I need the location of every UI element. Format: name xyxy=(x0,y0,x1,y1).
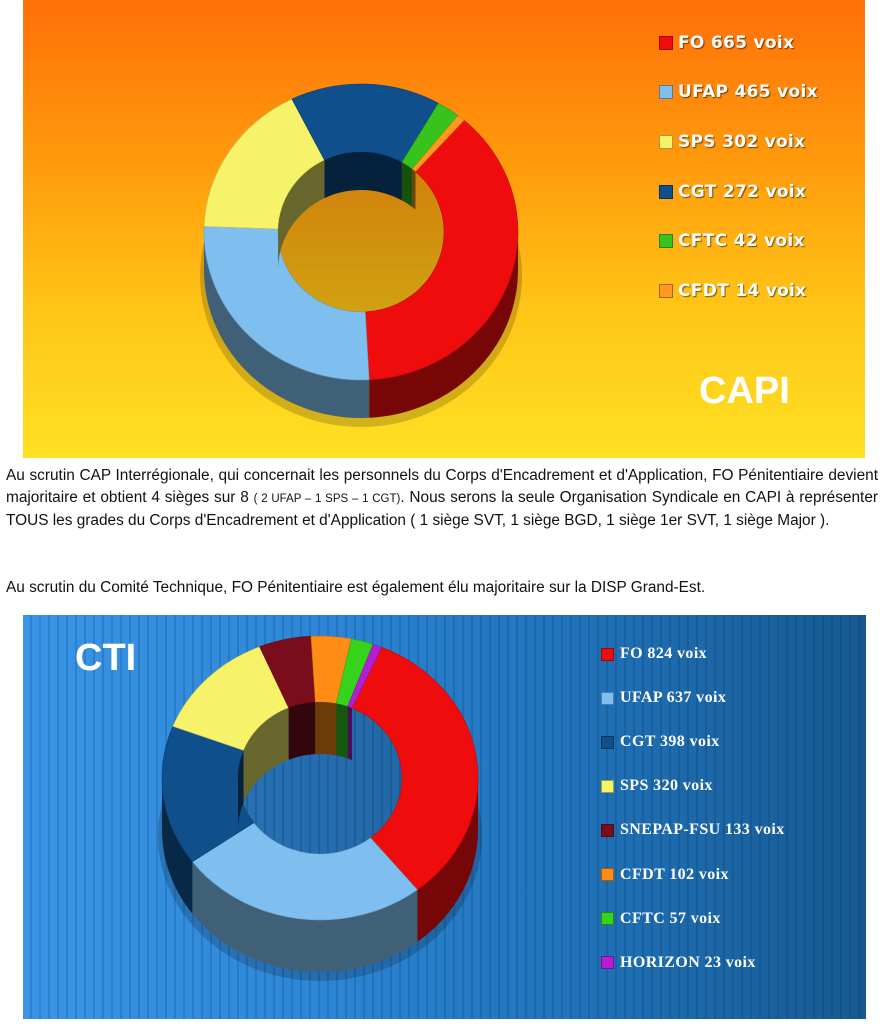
cti-legend-label: CGT 398 voix xyxy=(620,733,720,751)
capi-legend-swatch xyxy=(659,134,673,149)
cti-legend-item: CGT 398 voix xyxy=(601,720,785,764)
capi-legend: FO 665 voix UFAP 465 voix SPS 302 voix CGT … xyxy=(659,18,818,316)
capi-legend-item: CGT 272 voix xyxy=(659,167,818,217)
capi-legend-label: CFDT 14 voix xyxy=(678,280,807,301)
paragraph-1-text-start: Au scrutin CAP Interrégionale, qui conce… xyxy=(6,467,878,506)
cti-legend-label: CFTC 57 voix xyxy=(620,909,721,927)
capi-chart-title: CAPI xyxy=(699,370,790,412)
cti-inner-cfdt xyxy=(315,702,337,756)
cti-legend-item: SNEPAP-FSU 133 voix xyxy=(601,808,785,852)
capi-legend-item: CFDT 14 voix xyxy=(659,266,818,316)
capi-chart-panel: FO 665 voix UFAP 465 voix SPS 302 voix CGT … xyxy=(23,0,865,458)
capi-legend-label: SPS 302 voix xyxy=(678,131,806,152)
cti-side-cgt xyxy=(162,778,193,914)
capi-inner-walls xyxy=(278,152,416,270)
cti-chart-panel: FO 824 voix UFAP 637 voix CGT 398 voix SPS … xyxy=(23,615,866,1019)
cti-legend-swatch xyxy=(601,823,614,837)
capi-legend-swatch xyxy=(659,234,673,249)
capi-slice-ufap xyxy=(203,226,370,381)
cti-inner-snepap-fsu xyxy=(288,702,316,760)
capi-slice-fo xyxy=(364,119,519,381)
cti-inner-sps xyxy=(243,707,289,803)
capi-legend-item: UFAP 465 voix xyxy=(659,68,818,118)
capi-inner-cfdt xyxy=(412,169,416,210)
cti-side-ufap xyxy=(192,861,418,972)
cti-legend-swatch xyxy=(601,735,614,749)
capi-legend-item: CFTC 42 voix xyxy=(659,216,818,266)
cti-results-paragraph: Au scrutin du Comité Technique, FO Pénit… xyxy=(6,579,706,596)
capi-legend-label: UFAP 465 voix xyxy=(678,82,818,103)
capi-legend-label: FO 665 voix xyxy=(678,32,795,53)
cti-inner-cgt xyxy=(238,750,244,830)
cti-inner-walls xyxy=(238,702,353,830)
capi-legend-swatch xyxy=(659,85,673,100)
cti-legend-swatch xyxy=(601,956,614,970)
cti-legend-item: SPS 320 voix xyxy=(601,764,785,808)
capi-legend-label: CGT 272 voix xyxy=(678,181,807,202)
capi-results-paragraph: Au scrutin CAP Interrégionale, qui conce… xyxy=(6,465,878,532)
capi-legend-item: SPS 302 voix xyxy=(659,117,818,167)
paragraph-1-text-end: . Nous serons la seule Organisation Synd… xyxy=(6,489,879,529)
cti-side-fo xyxy=(417,778,478,942)
capi-legend-swatch xyxy=(659,283,673,298)
capi-slices xyxy=(203,83,519,381)
cti-slices xyxy=(161,635,479,921)
capi-outer-sides xyxy=(204,232,518,418)
cti-outer-sides xyxy=(162,778,478,972)
cti-legend-swatch xyxy=(601,647,614,661)
cti-inner-horizon xyxy=(347,706,353,761)
cti-legend-swatch xyxy=(601,912,614,926)
capi-legend-swatch xyxy=(659,184,673,199)
cti-legend-swatch xyxy=(601,691,614,705)
cti-legend-item: FO 824 voix xyxy=(601,632,785,676)
capi-side-ufap xyxy=(204,232,370,418)
cti-legend-item: CFTC 57 voix xyxy=(601,897,785,941)
cti-legend-item: UFAP 637 voix xyxy=(601,676,785,720)
capi-inner-cftc xyxy=(401,162,413,208)
cti-chart-title: CTI xyxy=(75,637,137,679)
cti-legend-label: FO 824 voix xyxy=(620,645,708,663)
capi-side-fo xyxy=(369,232,518,418)
cti-legend: FO 824 voix UFAP 637 voix CGT 398 voix SPS … xyxy=(601,632,785,985)
capi-legend-item: FO 665 voix xyxy=(659,18,818,68)
cti-legend-label: HORIZON 23 voix xyxy=(620,953,756,971)
cti-inner-cftc xyxy=(336,703,348,759)
cti-legend-item: HORIZON 23 voix xyxy=(601,941,785,985)
paragraph-1-seat-breakdown: ( 2 UFAP – 1 SPS – 1 CGT) xyxy=(253,493,401,505)
cti-legend-label: CFDT 102 voix xyxy=(620,865,729,883)
capi-donut-chart xyxy=(200,83,522,427)
cti-slice-ufap xyxy=(191,822,418,921)
cti-legend-label: SNEPAP-FSU 133 voix xyxy=(620,821,785,839)
cti-legend-swatch xyxy=(601,868,614,882)
cti-legend-item: CFDT 102 voix xyxy=(601,852,785,896)
capi-legend-swatch xyxy=(659,35,673,50)
cti-slice-fo xyxy=(351,646,479,891)
cti-legend-label: UFAP 637 voix xyxy=(620,689,727,707)
cti-legend-label: SPS 320 voix xyxy=(620,777,713,795)
capi-legend-label: CFTC 42 voix xyxy=(678,231,805,252)
capi-inner-cgt xyxy=(324,152,402,201)
cti-donut-chart xyxy=(158,635,482,981)
cti-legend-swatch xyxy=(601,779,614,793)
capi-inner-sps xyxy=(278,160,325,268)
